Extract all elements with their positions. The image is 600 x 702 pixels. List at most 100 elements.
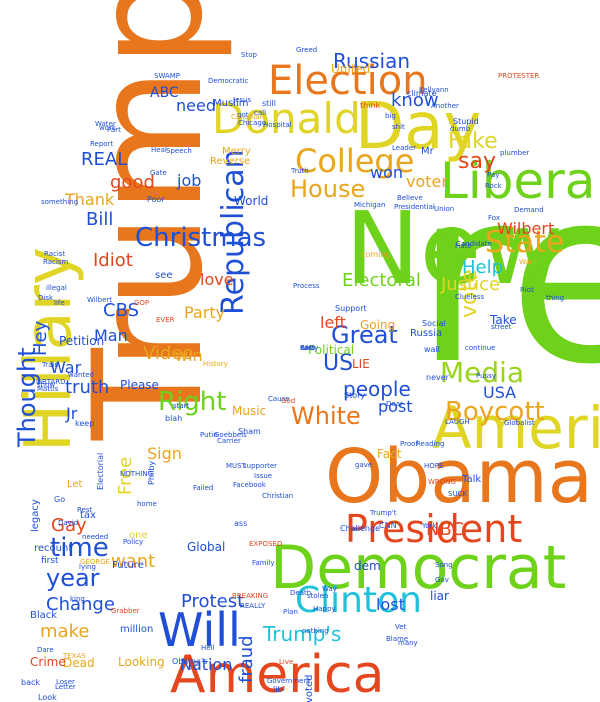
word-letter: Letter — [55, 683, 76, 691]
word-hell: Hell — [201, 644, 215, 652]
word-post: post — [378, 397, 413, 416]
word-never: never — [426, 373, 450, 382]
word-clinton: Clinton — [295, 580, 422, 621]
word-issue: Issue — [254, 472, 272, 480]
word-pussy: Pussy — [476, 372, 496, 380]
word-dear: Dear — [386, 400, 403, 408]
word-merry: Merry — [222, 146, 251, 157]
word-goebbels: Goebbels — [214, 431, 247, 439]
word-cnn: CNN — [379, 521, 397, 530]
word-world: World — [234, 194, 268, 208]
word-people: people — [343, 377, 411, 401]
word-video: Video — [143, 343, 193, 364]
word-know: know — [391, 90, 439, 111]
word-cause: Cause — [268, 395, 290, 403]
word-union: Union — [434, 205, 454, 213]
word-leader: Leader — [392, 144, 416, 152]
word-music: Music — [232, 404, 266, 418]
word-fake: Fake — [448, 129, 498, 154]
word-another: Another — [431, 102, 459, 110]
word-lib: lib — [273, 685, 283, 694]
word-show: show — [37, 381, 55, 389]
word-thing: thing — [546, 294, 564, 302]
word-back: back — [21, 678, 40, 687]
word-blah: blah — [165, 414, 182, 423]
word-voted: voted — [304, 675, 315, 702]
word-thought: Thought — [13, 347, 41, 448]
word-obama-s: Obama's — [172, 657, 207, 666]
word-dare: Dare — [37, 646, 54, 654]
word-idiot: Idiot — [93, 250, 133, 271]
word-free: Free — [115, 457, 136, 495]
word-won: won — [370, 163, 403, 182]
word-tax: tax — [80, 510, 96, 521]
word-reverse: Reverse — [210, 156, 250, 167]
word-exposed: EXPOSED — [249, 540, 282, 548]
word-still: still — [262, 99, 276, 108]
word-got: got — [237, 111, 249, 119]
word-united: United — [331, 62, 370, 76]
word-greed: Greed — [296, 46, 317, 54]
word-libtard: LIBTARD — [36, 378, 66, 386]
word-canadian: Canadian — [231, 113, 264, 121]
word-coming: coming — [361, 250, 390, 259]
word-family: Family — [252, 559, 275, 567]
word-boycott: Boycott — [445, 397, 545, 427]
word-change: Change — [46, 594, 115, 615]
word-muslim: Muslim — [213, 98, 248, 109]
word-challenge: Challenge — [340, 524, 380, 533]
word-liar: liar — [430, 589, 449, 603]
word-see: see — [155, 270, 173, 281]
word-wanted: wanted — [68, 371, 94, 379]
word-political: Political — [308, 343, 354, 357]
word-needed: needed — [82, 533, 108, 541]
word-thank: Thank — [64, 190, 115, 209]
word-government: Government — [267, 677, 311, 685]
word-donald: Donald — [212, 94, 361, 143]
word-trump: Trump — [62, 0, 236, 441]
word-rest: Rest — [77, 506, 93, 514]
word-war: War — [50, 358, 82, 377]
word-nothing: nothing — [302, 627, 329, 635]
word-dead: Dead — [63, 656, 95, 670]
word-continue: continue — [465, 344, 495, 352]
word-great: Great — [331, 321, 398, 349]
word-talk: Talk — [461, 474, 481, 485]
word-hope: HOPE — [424, 462, 443, 470]
word-sham: Sham — [238, 427, 261, 436]
word-philby: Philby — [147, 461, 156, 485]
word-wilbert: Wilbert — [497, 219, 554, 238]
word-petition: Petition — [59, 334, 104, 348]
word-house: House — [290, 175, 365, 203]
word-please: Please — [120, 378, 159, 392]
word-racism: Racism — [43, 258, 68, 266]
word-good: good — [110, 172, 155, 193]
word-social: Social — [422, 319, 446, 328]
word-electoral: Electoral — [342, 270, 421, 291]
word-abc: ABC — [150, 85, 179, 101]
word-york: York — [421, 522, 438, 530]
word-report: Report — [90, 140, 113, 148]
word-liberal: Liberal — [440, 152, 600, 210]
word-fact: Fact — [377, 447, 402, 461]
word-recount: recount — [34, 543, 72, 554]
word-disk: Disk — [38, 294, 54, 302]
word-russia: Russia — [410, 328, 442, 339]
word-real: REAL — [81, 149, 127, 170]
word-life: life — [54, 299, 65, 307]
word-putin: Putin — [200, 431, 218, 439]
word-million: million — [120, 624, 153, 635]
word-pay: Pay — [487, 171, 499, 179]
word-election: Election — [268, 58, 428, 104]
word-globalist: Globalist — [504, 419, 535, 427]
word-mattis: Mattis — [37, 385, 59, 393]
word-trump-t: Trump't — [369, 509, 397, 517]
word-carrier: Carrier — [217, 437, 241, 445]
word-story: Story — [344, 391, 365, 400]
word-will: Will — [158, 603, 241, 657]
word-obama: Obama — [325, 434, 593, 520]
word-republican: Republican — [216, 149, 251, 315]
word-electorial: Electorial — [96, 453, 105, 490]
word-proof: Proof — [400, 440, 418, 448]
